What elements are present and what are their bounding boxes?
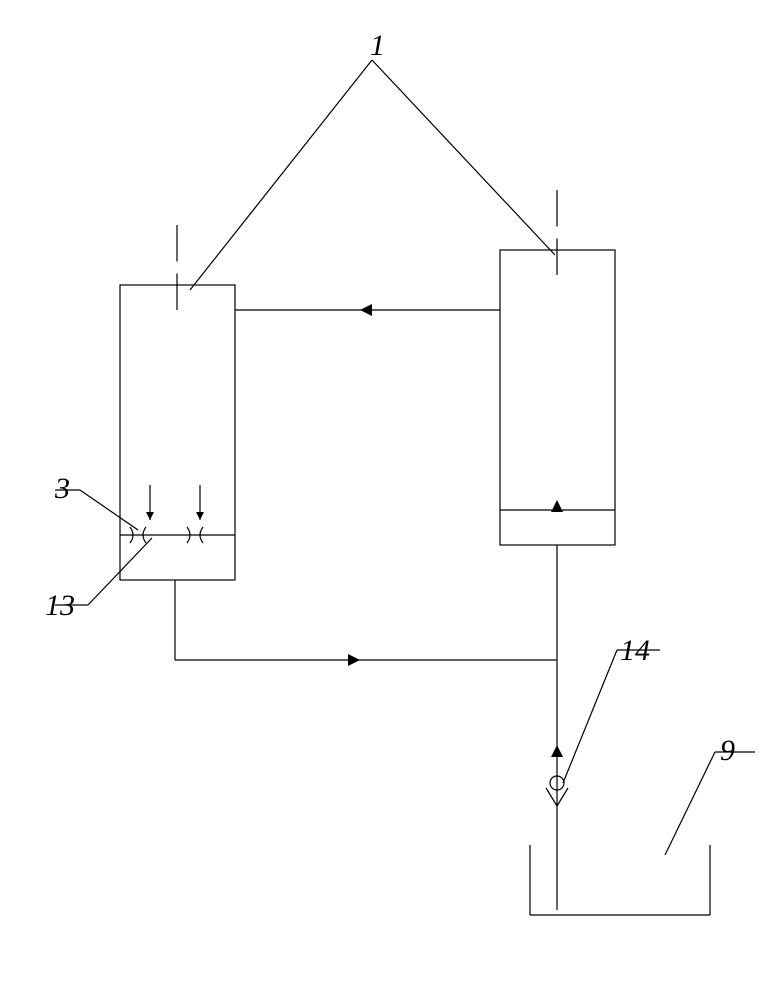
svg-text:13: 13 (45, 589, 75, 622)
svg-text:1: 1 (370, 29, 385, 62)
svg-text:3: 3 (54, 472, 70, 505)
svg-text:9: 9 (720, 734, 735, 767)
svg-text:14: 14 (620, 634, 650, 667)
